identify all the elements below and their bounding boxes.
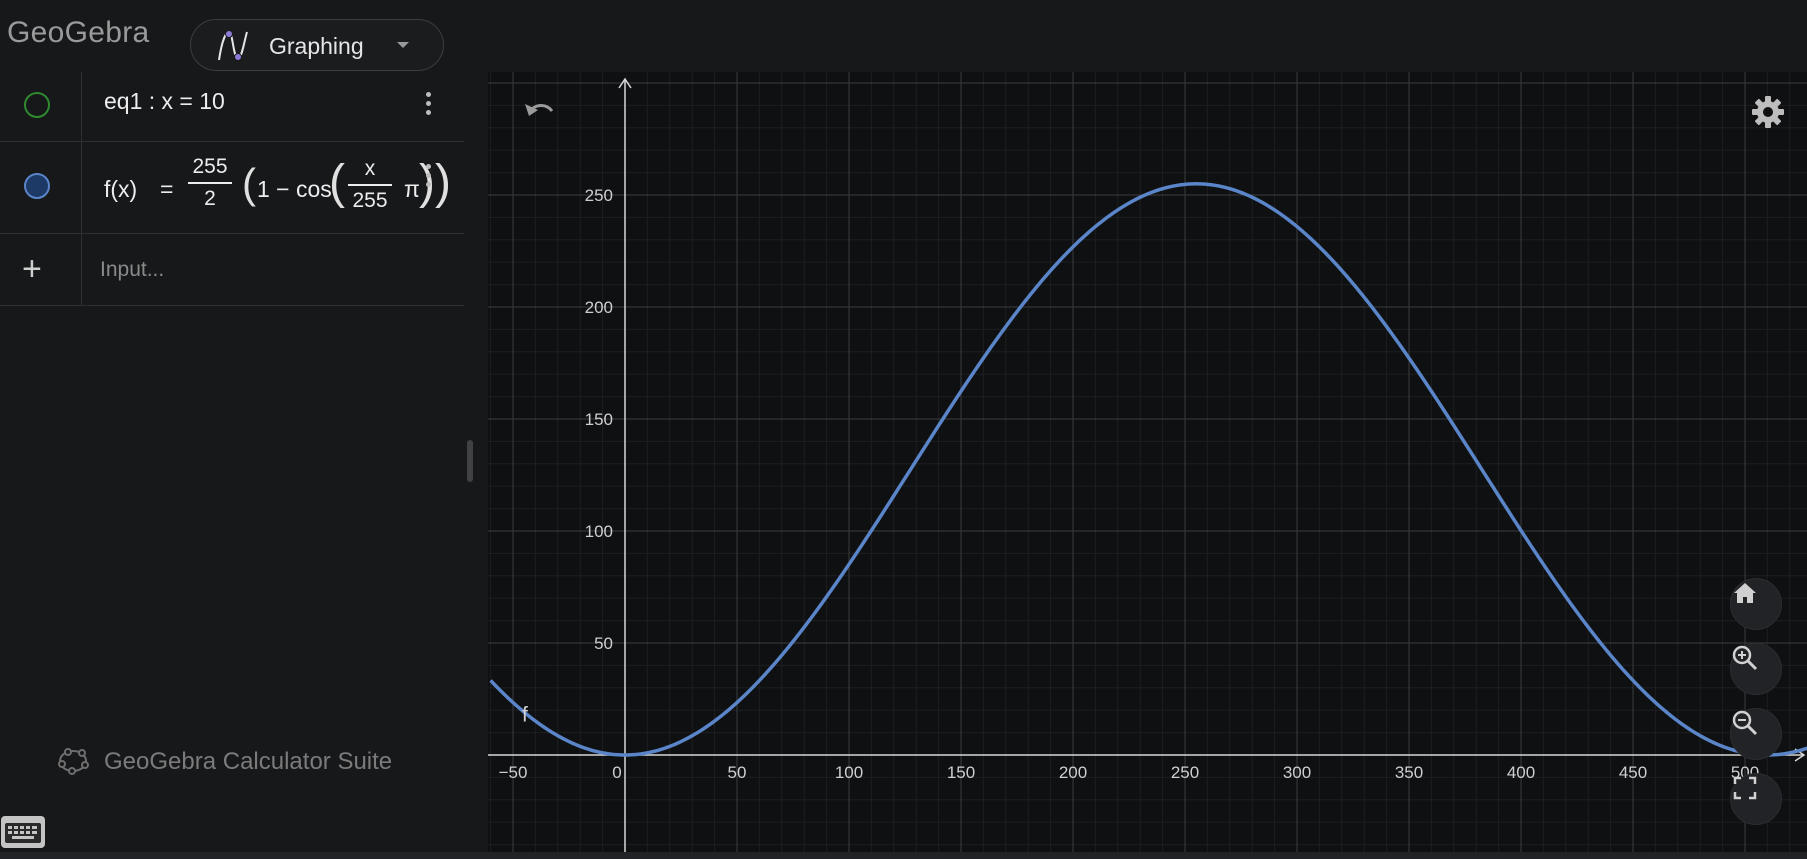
suite-label: GeoGebra Calculator Suite (104, 748, 393, 775)
y-tick-label: 50 (594, 634, 613, 653)
function-curve[interactable] (489, 182, 1807, 757)
function-name: f(x) (104, 176, 138, 202)
standard-view-button[interactable] (1730, 578, 1782, 630)
visibility-toggle[interactable] (24, 173, 50, 199)
visibility-toggle[interactable] (24, 92, 50, 118)
fraction-numerator: 255 (192, 155, 228, 178)
y-axis-arrow (618, 77, 632, 89)
x-tick-label: 300 (1283, 763, 1311, 782)
x-tick-label: −50 (499, 763, 528, 782)
y-tick-label: 100 (585, 522, 613, 541)
chevron-down-icon (397, 42, 409, 48)
app-header: GeoGebra Graphing (0, 0, 1807, 72)
x-tick-label: 100 (835, 763, 863, 782)
function-label[interactable]: f (522, 703, 528, 726)
function-graph[interactable]: −50 0 50 100 150 200 250 300 350 400 450 5005010015… (488, 72, 1807, 852)
one-minus-cos: 1 − cos (257, 176, 332, 202)
fullscreen-icon (1733, 776, 1757, 800)
more-options-icon[interactable] (420, 164, 436, 191)
x-tick-label: 0 (612, 763, 621, 782)
app-switcher-button[interactable]: Graphing (190, 19, 444, 71)
x-tick-label: 400 (1507, 763, 1535, 782)
inner-fraction: x 255 (348, 156, 392, 214)
x-tick-label: 450 (1619, 763, 1647, 782)
more-options-icon[interactable] (420, 92, 436, 119)
algebra-view: eq1 : x = 10 f(x) = 255 2 ( 1 − cos ( x … (0, 72, 464, 859)
zoom-in-button[interactable] (1730, 643, 1782, 695)
y-tick-label: 150 (585, 410, 613, 429)
add-item-cell: + (0, 234, 82, 305)
graphing-app-icon (218, 30, 248, 61)
fraction-denominator: 255 (352, 188, 388, 212)
keyboard-icon[interactable] (1, 816, 45, 848)
zoom-in-icon (1732, 645, 1758, 671)
gear-icon (1752, 96, 1784, 128)
fullscreen-button[interactable] (1730, 773, 1782, 825)
bottom-bar (0, 852, 1807, 859)
visibility-cell (0, 142, 82, 233)
x-tick-label: 50 (728, 763, 747, 782)
x-tick-label: 150 (947, 763, 975, 782)
y-tick-label: 250 (585, 186, 613, 205)
y-tick-label: 200 (585, 298, 613, 317)
undo-icon (525, 104, 554, 116)
graphics-view[interactable]: −50 0 50 100 150 200 250 300 350 400 450 500 50 100 15… (488, 72, 1807, 852)
home-icon (1734, 583, 1756, 603)
algebra-expression[interactable]: eq1 : x = 10 (104, 88, 225, 114)
geogebra-suite-icon (58, 748, 89, 775)
open-paren: ( (242, 160, 256, 207)
fraction-numerator: x (364, 157, 376, 180)
plus-icon[interactable]: + (22, 250, 42, 288)
algebra-row-eq1[interactable]: eq1 : x = 10 (0, 72, 464, 142)
x-tick-label: 350 (1395, 763, 1423, 782)
panel-resize-divider[interactable] (464, 72, 488, 859)
fraction-denominator: 2 (204, 186, 216, 210)
coefficient-fraction: 255 2 (188, 154, 232, 212)
resize-handle[interactable] (467, 440, 473, 482)
x-tick-label: 200 (1059, 763, 1087, 782)
algebra-row-f[interactable]: f(x) = 255 2 ( 1 − cos ( x 255 π )) (0, 142, 464, 234)
zoom-out-button[interactable] (1730, 708, 1782, 760)
open-paren: ( (329, 156, 345, 209)
x-tick-label: 250 (1171, 763, 1199, 782)
zoom-out-icon (1732, 710, 1758, 736)
algebra-input[interactable] (98, 254, 442, 286)
app-name-label: Graphing (269, 33, 364, 59)
visibility-cell (0, 72, 82, 141)
equals-sign: = (160, 176, 174, 202)
geogebra-logo[interactable]: GeoGebra (7, 16, 150, 49)
pi-symbol: π (404, 176, 420, 202)
algebra-input-row[interactable]: + (0, 234, 464, 306)
close-parens: )) (419, 156, 451, 209)
